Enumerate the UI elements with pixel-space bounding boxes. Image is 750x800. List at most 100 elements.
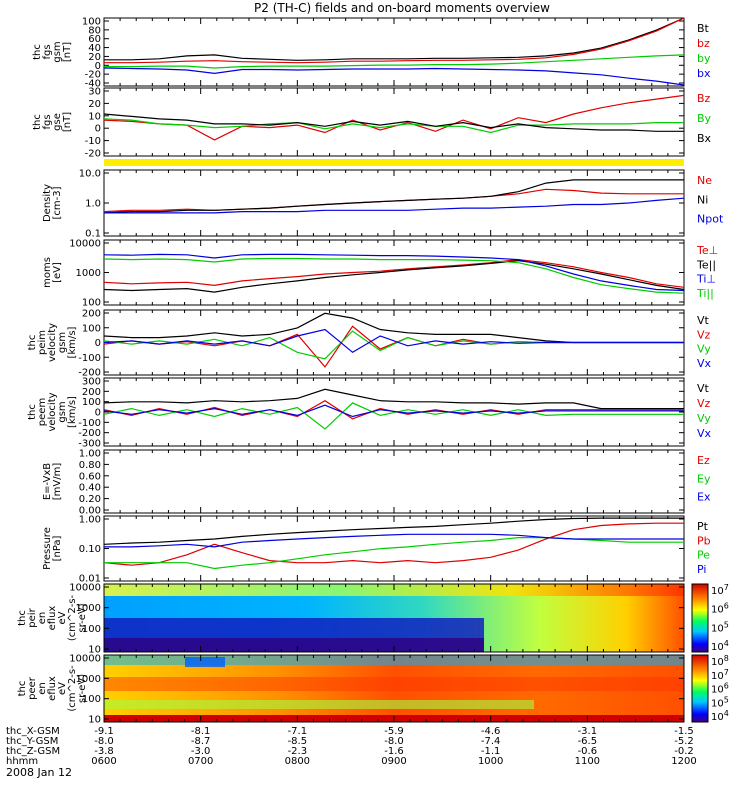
- legend-label: Pt: [697, 520, 709, 533]
- y-tick-label: -20: [85, 70, 101, 81]
- flag-bar: [104, 159, 684, 166]
- series-line-by: [104, 54, 685, 69]
- series-line-Vt: [103, 388, 684, 410]
- panel-4: moms [eV]: [42, 239, 685, 306]
- y-tick-label: 10000: [69, 583, 101, 594]
- y-axis-label: E=-VxB [mV/m]: [42, 463, 63, 501]
- y-axis-label: thc peem velocity gsm [km/s]: [27, 392, 78, 431]
- y-label-line: thc: [32, 114, 43, 130]
- x-row-value: -1.5: [674, 726, 694, 737]
- y-tick-label: -20: [85, 149, 101, 160]
- x-tick-label: 1200: [671, 756, 696, 767]
- y-tick-label: 60: [88, 34, 101, 45]
- legend-label: Bt: [697, 22, 710, 35]
- y-tick-label: 1000: [76, 674, 101, 685]
- legend-label: Te⊥: [696, 244, 718, 257]
- y-tick-label: 10.0: [79, 169, 101, 180]
- y-label-line: thc: [32, 44, 43, 60]
- y-label-line: peer: [27, 676, 38, 700]
- x-tick-label: 0900: [381, 756, 406, 767]
- legend-label: Vz: [697, 328, 711, 341]
- x-row-value: -3.0: [191, 746, 211, 757]
- x-row-label: hhmm: [6, 756, 38, 767]
- y-label-line: [nT]: [62, 42, 73, 62]
- y-tick-label: 40: [88, 43, 101, 54]
- legend-label: Pe: [697, 549, 710, 562]
- y-tick-label: 20: [88, 99, 101, 110]
- series-line-Pt: [103, 517, 684, 545]
- y-tick-label: 1000: [76, 603, 101, 614]
- legend-label: bz: [697, 37, 710, 50]
- x-row-value: -8.0: [94, 736, 114, 747]
- y-label-line: velocity: [47, 392, 58, 431]
- x-row-value: -3.8: [94, 746, 114, 757]
- series-line-By: [103, 118, 684, 134]
- colorbar-tick-label: 107: [711, 668, 729, 682]
- panel-frame: [103, 449, 685, 514]
- y-tick-label: 20: [88, 52, 101, 63]
- y-axis-label: Density [cm-3]: [42, 184, 63, 222]
- y-label-line: thc: [27, 335, 38, 351]
- series-line-Bz: [103, 94, 685, 141]
- y-label-line: fgs: [42, 114, 53, 129]
- y-tick-label: 1000: [76, 268, 101, 279]
- legend-label: Ez: [697, 454, 710, 467]
- series-line-Bt: [104, 17, 685, 61]
- y-tick-label: 100: [82, 298, 101, 309]
- electron-spectrogram-band: [104, 677, 684, 691]
- x-row-value: -7.1: [288, 726, 308, 737]
- x-row-value: -7.4: [481, 736, 501, 747]
- y-tick-label: -10: [85, 136, 101, 147]
- y-label-line: E=-VxB: [42, 463, 53, 500]
- colorbar: [691, 654, 709, 723]
- plot-title: P2 (TH-C) fields and on-board moments ov…: [254, 1, 550, 15]
- y-axis-label: thc peir en eflux eV (cm^2-s-sr-eV): [17, 594, 88, 641]
- x-tick-label: 1100: [575, 756, 600, 767]
- y-tick-label: 200: [82, 387, 101, 398]
- y-label-line: [nT]: [62, 112, 73, 132]
- colorbar-tick-label: 105: [711, 620, 729, 634]
- ion-spectrogram-floor: [104, 638, 484, 652]
- y-tick-label: 0.1: [85, 229, 101, 240]
- y-label-line: gsm: [57, 332, 68, 353]
- y-tick-label: -100: [78, 353, 101, 364]
- series-line-Pe: [104, 536, 684, 570]
- series-line-Vx: [103, 328, 684, 354]
- y-tick-label: 1.00: [79, 449, 101, 460]
- panel-9: thc peir en eflux eV (cm^2-s-sr-eV): [17, 583, 709, 653]
- legend-label: Ex: [697, 491, 711, 504]
- y-tick-label: 0: [95, 124, 101, 135]
- y-label-line: (cm^2-s-: [67, 594, 78, 641]
- colorbar: [691, 583, 709, 653]
- y-tick-label: 0.01: [79, 574, 101, 585]
- x-row-value: -0.6: [578, 746, 598, 757]
- x-row-value: -8.7: [191, 736, 211, 747]
- y-label-line: [eV]: [52, 262, 63, 283]
- x-row-value: -8.0: [384, 736, 404, 747]
- y-tick-label: 0.80: [79, 460, 101, 471]
- y-tick-label: 0: [95, 408, 101, 419]
- y-tick-label: 200: [82, 309, 101, 320]
- y-axis-label: moms [eV]: [42, 257, 63, 288]
- y-axis-label: thc fgs gsm [nT]: [32, 41, 73, 62]
- x-tick-label: 1000: [478, 756, 503, 767]
- legend-label: Vy: [697, 412, 711, 425]
- y-tick-label: 100: [82, 694, 101, 705]
- series-line-Pi: [104, 533, 684, 548]
- y-tick-label: -300: [78, 439, 101, 450]
- y-label-line: eflux: [47, 606, 58, 631]
- y-axis-label: Pressure [nPa]: [42, 527, 63, 570]
- y-tick-label: 100: [82, 323, 101, 334]
- series-line-Vz: [103, 399, 684, 420]
- legend-label: Ti||: [696, 287, 714, 300]
- legend-label: Ti⊥: [696, 273, 716, 286]
- y-label-line: thc: [17, 681, 28, 697]
- y-label-line: Density: [42, 184, 53, 222]
- series-line-Npot: [104, 197, 685, 214]
- series-line-Vt: [103, 312, 684, 344]
- x-tick-label: 0700: [188, 756, 213, 767]
- x-row-value: -5.9: [384, 726, 404, 737]
- series-line-Vx: [103, 404, 684, 418]
- y-tick-label: 0.10: [79, 544, 101, 555]
- x-row-value: -0.2: [674, 746, 694, 757]
